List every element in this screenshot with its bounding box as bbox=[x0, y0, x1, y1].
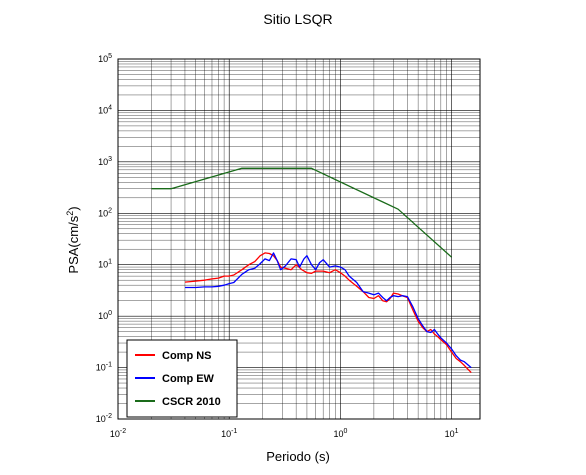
y-tick-label-exponent: 0 bbox=[108, 310, 112, 317]
x-tick-label-exponent: -1 bbox=[231, 428, 237, 435]
x-tick-label-base: 10 bbox=[333, 429, 343, 439]
y-axis-label-main: PSA(cm/s bbox=[66, 215, 81, 273]
y-tick-label-base: 10 bbox=[98, 105, 108, 115]
y-tick-label-exponent: 3 bbox=[108, 156, 112, 163]
y-tick-label-exponent: -1 bbox=[106, 362, 112, 369]
y-axis-label-sup: 2 bbox=[65, 211, 75, 216]
x-tick-label: 10-2 bbox=[110, 428, 126, 439]
y-tick-label-base: 10 bbox=[96, 363, 106, 373]
x-tick-label: 101 bbox=[445, 428, 459, 439]
y-tick-label-exponent: -2 bbox=[106, 413, 112, 420]
x-tick-label-exponent: 0 bbox=[343, 428, 347, 435]
series-line-cscr-2010 bbox=[151, 167, 453, 258]
y-tick-label: 100 bbox=[98, 310, 112, 321]
y-tick-label-exponent: 4 bbox=[108, 104, 112, 111]
y-axis-label: PSA(cm/s2) bbox=[65, 206, 81, 273]
x-tick-label-exponent: 1 bbox=[455, 428, 459, 435]
series-line-comp-ns bbox=[184, 252, 472, 374]
x-tick-labels: 10-2 10-1 100 101 bbox=[110, 428, 459, 439]
series-layer bbox=[151, 167, 472, 374]
y-tick-label: 10-1 bbox=[96, 362, 112, 373]
y-tick-label-base: 10 bbox=[96, 414, 106, 424]
x-tick-label: 10-1 bbox=[221, 428, 237, 439]
y-tick-label-base: 10 bbox=[98, 208, 108, 218]
legend-label: Comp EW bbox=[162, 373, 215, 385]
x-tick-label-base: 10 bbox=[445, 429, 455, 439]
y-tick-label-exponent: 2 bbox=[108, 207, 112, 214]
y-axis-label-close: ) bbox=[66, 206, 81, 210]
legend: Comp NS Comp EW CSCR 2010 bbox=[126, 339, 238, 418]
y-tick-label: 101 bbox=[98, 259, 112, 270]
y-tick-label: 102 bbox=[98, 207, 112, 218]
y-tick-label-base: 10 bbox=[98, 311, 108, 321]
y-tick-label-exponent: 1 bbox=[108, 259, 112, 266]
x-tick-label-exponent: -2 bbox=[120, 428, 126, 435]
x-tick-label-base: 10 bbox=[221, 429, 231, 439]
grid bbox=[117, 58, 480, 420]
y-tick-label: 104 bbox=[98, 104, 112, 115]
legend-label: Comp NS bbox=[162, 350, 212, 362]
plot-frame bbox=[117, 58, 481, 420]
x-axis-label: Periodo (s) bbox=[266, 449, 330, 464]
x-tick-label: 100 bbox=[333, 428, 347, 439]
y-tick-label: 105 bbox=[98, 53, 112, 64]
x-tick-label-base: 10 bbox=[110, 429, 120, 439]
y-tick-label: 103 bbox=[98, 156, 112, 167]
legend-label: CSCR 2010 bbox=[162, 396, 221, 408]
y-tick-label-base: 10 bbox=[98, 260, 108, 270]
y-tick-label-base: 10 bbox=[98, 54, 108, 64]
chart-title: Sitio LSQR bbox=[263, 11, 332, 27]
y-tick-label: 10-2 bbox=[96, 413, 112, 424]
y-tick-label-base: 10 bbox=[98, 157, 108, 167]
series-line-comp-ew bbox=[185, 252, 472, 369]
y-tick-label-exponent: 5 bbox=[108, 53, 112, 60]
